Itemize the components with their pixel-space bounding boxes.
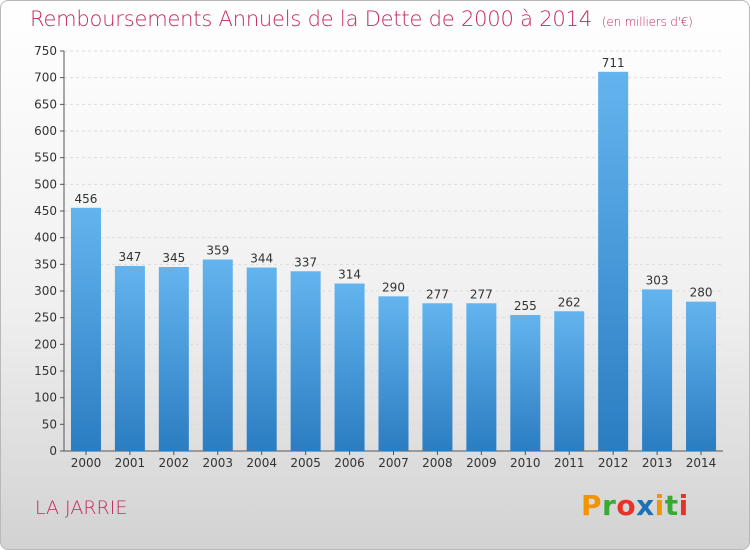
y-tick-label: 0 <box>49 444 57 458</box>
x-tick-label: 2008 <box>422 456 453 470</box>
bar-2007 <box>378 296 409 451</box>
logo-letter: i <box>678 489 689 522</box>
data-label: 345 <box>162 251 185 265</box>
y-tick-label: 200 <box>34 337 57 351</box>
y-tick-label: 750 <box>34 44 57 58</box>
y-tick-label: 650 <box>34 97 57 111</box>
bar-2011 <box>554 311 585 451</box>
y-tick-label: 550 <box>34 151 57 165</box>
x-tick-label: 2001 <box>115 456 146 470</box>
x-tick-label: 2002 <box>159 456 190 470</box>
commune-name: LA JARRIE <box>35 497 128 519</box>
data-label: 347 <box>118 250 141 264</box>
bar-2008 <box>422 303 453 451</box>
y-tick-label: 400 <box>34 231 57 245</box>
y-tick-label: 600 <box>34 124 57 138</box>
y-tick-label: 50 <box>42 417 57 431</box>
chart-units: (en milliers d'€) <box>601 15 693 29</box>
chart-title-text: Remboursements Annuels de la Dette de 20… <box>30 7 592 31</box>
y-tick-label: 450 <box>34 204 57 218</box>
x-tick-label: 2009 <box>466 456 497 470</box>
bar-2014 <box>686 301 717 451</box>
x-tick-label: 2011 <box>554 456 585 470</box>
proxiti-logo: Proxiti <box>581 489 689 522</box>
y-tick-label: 700 <box>34 71 57 85</box>
x-tick-label: 2003 <box>202 456 233 470</box>
data-label: 280 <box>690 286 713 300</box>
y-tick-label: 250 <box>34 311 57 325</box>
data-label: 303 <box>646 273 669 287</box>
y-tick-label: 350 <box>34 257 57 271</box>
chart-title: Remboursements Annuels de la Dette de 20… <box>30 7 693 31</box>
data-label: 344 <box>250 252 273 266</box>
y-tick-label: 300 <box>34 284 57 298</box>
logo-letter: i <box>654 489 665 522</box>
bar-2001 <box>114 265 145 451</box>
logo-letter: P <box>581 489 603 522</box>
x-tick-label: 2010 <box>510 456 541 470</box>
data-label: 337 <box>294 255 317 269</box>
x-tick-label: 2007 <box>378 456 409 470</box>
data-label: 255 <box>514 299 537 313</box>
bar-2010 <box>510 315 541 451</box>
data-label: 314 <box>338 268 361 282</box>
x-tick-label: 2004 <box>246 456 277 470</box>
bar-2006 <box>334 283 365 451</box>
bar-2005 <box>290 271 321 451</box>
bar-2013 <box>642 289 673 451</box>
bar-2002 <box>158 267 189 451</box>
x-tick-label: 2000 <box>71 456 102 470</box>
bar-2009 <box>466 303 497 451</box>
data-label: 290 <box>382 280 405 294</box>
x-tick-label: 2005 <box>290 456 321 470</box>
bar-2003 <box>202 259 233 451</box>
data-label: 277 <box>470 287 493 301</box>
y-tick-label: 100 <box>34 391 57 405</box>
logo-letter: x <box>636 489 655 522</box>
logo-letter: r <box>602 489 617 522</box>
y-tick-label: 150 <box>34 364 57 378</box>
data-label: 277 <box>426 287 449 301</box>
data-label: 262 <box>558 295 581 309</box>
x-tick-label: 2012 <box>598 456 629 470</box>
bar-2012 <box>598 71 629 452</box>
y-tick-label: 500 <box>34 177 57 191</box>
x-tick-label: 2014 <box>686 456 717 470</box>
logo-letter: t <box>664 489 679 522</box>
data-label: 711 <box>602 56 625 70</box>
bar-2004 <box>246 267 277 451</box>
data-label: 456 <box>75 192 98 206</box>
logo-letter: o <box>616 489 637 522</box>
bar-2000 <box>70 207 101 451</box>
data-label: 359 <box>206 244 229 258</box>
x-tick-label: 2013 <box>642 456 673 470</box>
x-tick-label: 2006 <box>334 456 365 470</box>
